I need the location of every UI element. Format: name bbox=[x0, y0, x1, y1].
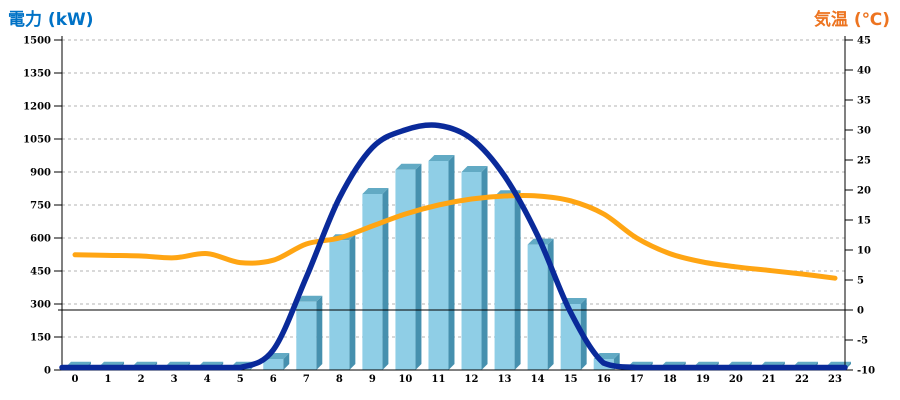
bar-front-face bbox=[494, 196, 515, 370]
bar-side-face bbox=[382, 188, 389, 370]
left-tick-label: 750 bbox=[30, 201, 51, 212]
x-tick-label: 20 bbox=[729, 374, 743, 385]
right-tick-label: 15 bbox=[857, 216, 871, 227]
right-axis-ticks: 45 40 35 30 25 20 15 10 5 0 -5 -10 bbox=[845, 36, 875, 377]
right-tick-label: 25 bbox=[857, 156, 871, 167]
bar-front-face bbox=[263, 359, 284, 370]
left-tick-label: 1050 bbox=[23, 135, 51, 146]
bar-front-face bbox=[527, 244, 548, 370]
bar-side-face bbox=[481, 166, 488, 370]
x-tick-label: 1 bbox=[105, 374, 112, 385]
right-tick-label: 10 bbox=[857, 246, 871, 257]
left-tick-label: 450 bbox=[30, 267, 51, 278]
bar-front-face bbox=[395, 169, 416, 370]
left-tick-label: 300 bbox=[30, 300, 51, 311]
bar-side-face bbox=[448, 155, 455, 370]
right-tick-label: 45 bbox=[857, 36, 871, 47]
right-tick-label: 30 bbox=[857, 126, 871, 137]
x-tick-label: 17 bbox=[630, 374, 644, 385]
power-curve bbox=[59, 122, 848, 371]
bar-side-face bbox=[316, 295, 323, 370]
right-tick-label: 5 bbox=[857, 276, 864, 287]
temperature-axis-title: 気温 (℃) bbox=[813, 10, 890, 30]
x-tick-label: 10 bbox=[398, 374, 412, 385]
right-tick-label: 0 bbox=[857, 306, 864, 317]
bar-front-face bbox=[362, 194, 383, 370]
x-tick-label: 15 bbox=[564, 374, 578, 385]
x-tick-label: 3 bbox=[171, 374, 178, 385]
left-tick-label: 150 bbox=[30, 333, 51, 344]
x-tick-label: 7 bbox=[303, 374, 310, 385]
right-tick-label: 35 bbox=[857, 96, 871, 107]
left-tick-label: 1350 bbox=[23, 69, 51, 80]
x-tick-label: 18 bbox=[663, 374, 677, 385]
bar-front-face bbox=[461, 172, 482, 370]
bar-top-face bbox=[362, 188, 389, 194]
bar-side-face bbox=[514, 190, 521, 370]
x-tick-label: 8 bbox=[336, 374, 343, 385]
x-tick-label: 19 bbox=[696, 374, 710, 385]
x-tick-label: 9 bbox=[369, 374, 376, 385]
bar-top-face bbox=[395, 163, 422, 170]
bar-top-face bbox=[461, 166, 488, 172]
x-axis-labels: 0 1 2 3 4 5 6 7 8 9 10 11 12 13 14 15 16 17 18 19 20 21 22 23 bbox=[72, 374, 842, 385]
bar-top-face bbox=[428, 155, 455, 161]
x-tick-label: 14 bbox=[531, 374, 545, 385]
right-tick-label: 40 bbox=[857, 66, 871, 77]
bar-front-face bbox=[428, 161, 449, 370]
x-tick-label: 16 bbox=[597, 374, 611, 385]
right-tick-label: 20 bbox=[857, 186, 871, 197]
left-tick-label: 1200 bbox=[23, 102, 51, 113]
power-bars bbox=[65, 155, 851, 370]
x-tick-label: 11 bbox=[432, 374, 446, 385]
left-tick-label: 0 bbox=[44, 366, 51, 377]
x-tick-label: 21 bbox=[762, 374, 776, 385]
bar-side-face bbox=[349, 234, 356, 370]
x-tick-label: 0 bbox=[72, 374, 79, 385]
bar-side-face bbox=[415, 163, 422, 370]
bar-top-face bbox=[296, 295, 323, 302]
left-tick-label: 900 bbox=[30, 168, 51, 179]
x-tick-label: 22 bbox=[795, 374, 809, 385]
x-tick-label: 23 bbox=[828, 374, 842, 385]
x-tick-label: 13 bbox=[498, 374, 512, 385]
left-tick-label: 1500 bbox=[23, 36, 51, 47]
x-tick-label: 12 bbox=[465, 374, 479, 385]
right-tick-label: -5 bbox=[857, 336, 868, 347]
bar-front-face bbox=[296, 301, 317, 370]
bar-side-face bbox=[283, 353, 290, 370]
x-tick-label: 6 bbox=[270, 374, 277, 385]
right-tick-label: -10 bbox=[857, 366, 875, 377]
power-axis-title: 電力 (kW) bbox=[8, 10, 94, 30]
x-tick-label: 4 bbox=[204, 374, 211, 385]
x-tick-label: 2 bbox=[138, 374, 145, 385]
left-tick-label: 600 bbox=[30, 234, 51, 245]
temperature-curve bbox=[72, 193, 838, 281]
bar-front-face bbox=[329, 240, 350, 370]
x-tick-label: 5 bbox=[237, 374, 244, 385]
